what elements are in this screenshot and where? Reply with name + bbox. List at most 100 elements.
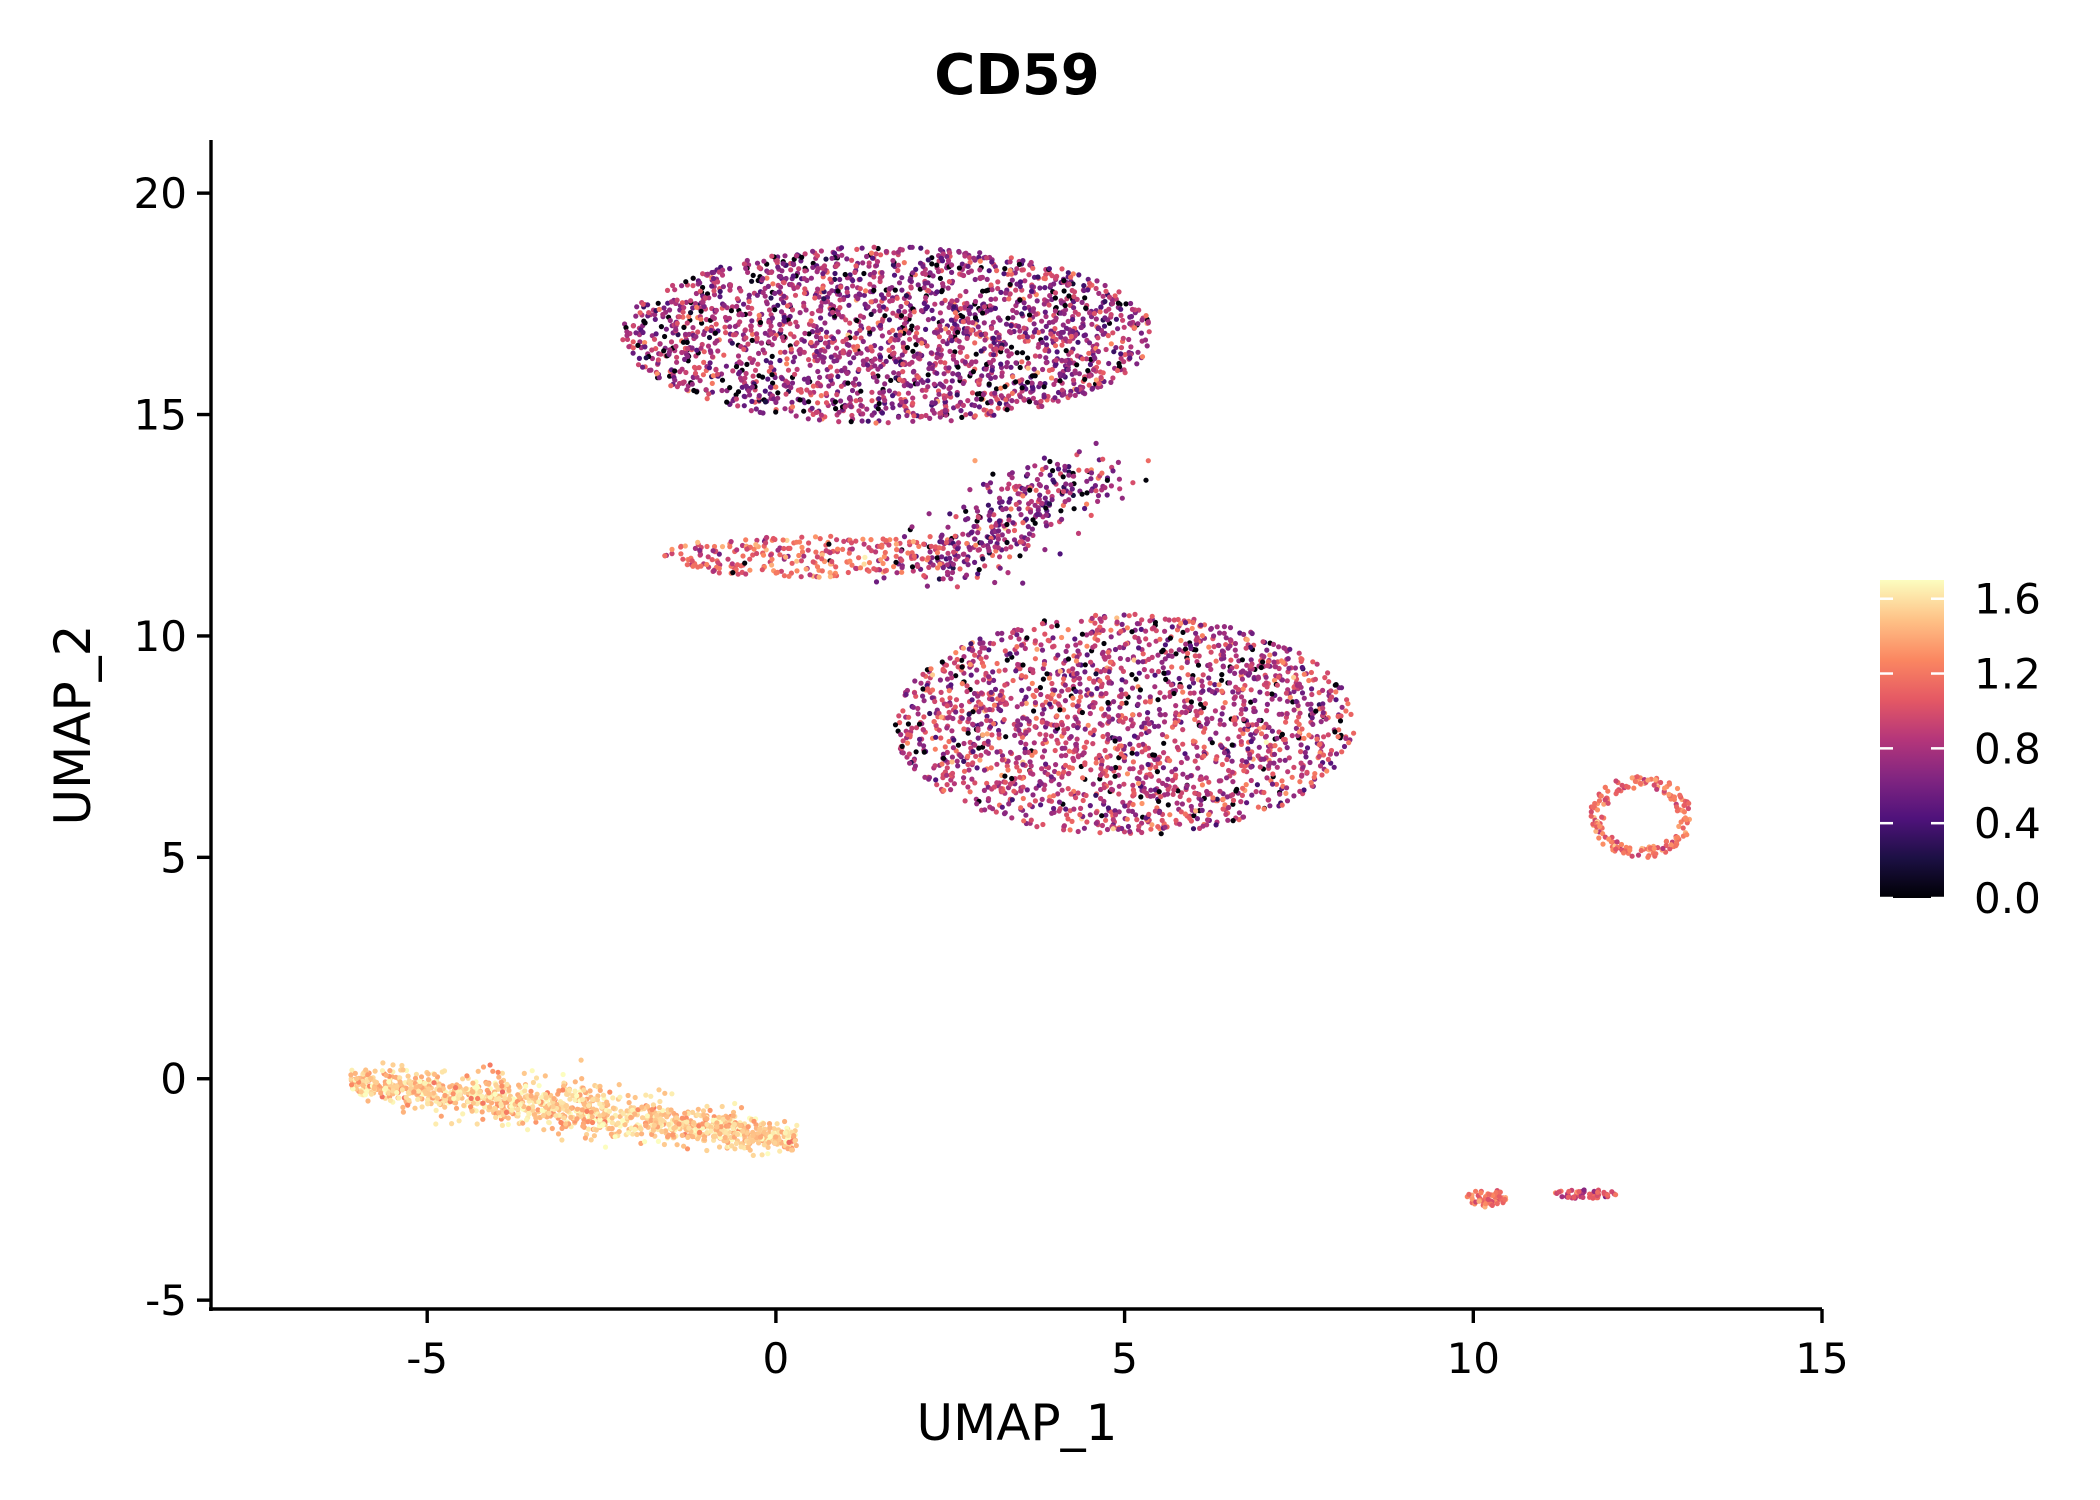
cell-point bbox=[1178, 684, 1184, 690]
cell-point bbox=[836, 409, 842, 415]
cell-point bbox=[1003, 734, 1009, 740]
cell-point bbox=[1104, 826, 1111, 833]
cell-point bbox=[953, 697, 960, 703]
cell-point bbox=[939, 318, 945, 324]
cell-point bbox=[833, 263, 839, 269]
cell-point bbox=[1030, 385, 1036, 391]
cell-point bbox=[1077, 681, 1083, 687]
cell-point bbox=[694, 389, 700, 395]
cell-point bbox=[1044, 720, 1050, 726]
cell-point bbox=[1247, 751, 1253, 758]
cell-point bbox=[844, 256, 850, 262]
cell-point bbox=[961, 768, 968, 774]
cell-point bbox=[700, 299, 706, 305]
cell-point bbox=[882, 381, 888, 387]
cell-point bbox=[1007, 554, 1013, 560]
cell-point bbox=[1146, 329, 1152, 335]
cell-point bbox=[1199, 633, 1205, 639]
cell-point bbox=[768, 364, 774, 370]
cell-point bbox=[663, 326, 670, 332]
cell-point bbox=[915, 355, 922, 361]
cell-point bbox=[987, 360, 993, 366]
cell-point bbox=[910, 418, 916, 424]
cell-point bbox=[1019, 267, 1025, 273]
cell-point bbox=[916, 721, 923, 727]
cell-point bbox=[955, 372, 961, 378]
cell-point bbox=[815, 328, 821, 334]
cell-point bbox=[908, 383, 914, 389]
cell-point bbox=[1014, 350, 1020, 356]
cell-point bbox=[873, 251, 879, 257]
cell-point bbox=[1117, 486, 1123, 492]
cell-point bbox=[646, 310, 652, 316]
cell-point bbox=[1075, 790, 1081, 796]
cell-point bbox=[1241, 631, 1247, 638]
cell-point bbox=[1132, 634, 1138, 640]
cell-point bbox=[1192, 653, 1198, 659]
cell-point bbox=[1220, 796, 1226, 802]
cell-point bbox=[815, 380, 821, 386]
cell-point bbox=[1155, 652, 1161, 658]
cell-point bbox=[1239, 657, 1245, 663]
cell-point bbox=[1016, 261, 1023, 267]
cell-point bbox=[841, 538, 847, 545]
cell-point bbox=[824, 329, 830, 335]
cell-point bbox=[813, 549, 819, 555]
cell-point bbox=[1044, 671, 1050, 677]
cell-point bbox=[831, 358, 837, 364]
cell-point bbox=[1091, 679, 1097, 685]
cell-point bbox=[995, 536, 1002, 542]
cell-point bbox=[857, 397, 864, 403]
cell-point bbox=[1106, 294, 1113, 300]
cell-point bbox=[1000, 697, 1006, 703]
cell-point bbox=[1138, 731, 1144, 737]
cell-point bbox=[1114, 619, 1120, 625]
cell-point bbox=[816, 574, 822, 580]
cell-point bbox=[1019, 701, 1025, 707]
cell-point bbox=[988, 296, 994, 302]
cell-point bbox=[882, 568, 888, 574]
cell-point bbox=[1067, 827, 1073, 833]
cell-point bbox=[1160, 665, 1166, 671]
cell-point bbox=[1086, 340, 1093, 346]
cell-point bbox=[794, 323, 800, 329]
cell-point bbox=[1209, 715, 1215, 722]
cell-point bbox=[684, 339, 690, 345]
cell-point bbox=[998, 289, 1004, 295]
cell-point bbox=[1020, 520, 1026, 526]
cell-point bbox=[620, 337, 626, 343]
cell-point bbox=[1255, 804, 1261, 810]
cell-point bbox=[1180, 689, 1186, 695]
cell-point bbox=[1007, 259, 1013, 265]
cell-point bbox=[943, 378, 949, 384]
cell-point bbox=[1135, 659, 1141, 665]
cell-point bbox=[947, 555, 953, 561]
cell-point bbox=[1043, 732, 1049, 738]
cell-point bbox=[1188, 773, 1194, 779]
cell-point bbox=[635, 342, 641, 348]
cell-point bbox=[1270, 641, 1277, 648]
cell-point bbox=[1082, 744, 1088, 751]
cell-point bbox=[775, 264, 781, 270]
cell-point bbox=[900, 361, 906, 367]
cell-point bbox=[1119, 700, 1125, 707]
cell-point bbox=[1095, 493, 1102, 499]
cell-point bbox=[1009, 815, 1015, 821]
cell-point bbox=[833, 564, 839, 570]
cell-point bbox=[749, 384, 756, 390]
cell-point bbox=[910, 400, 916, 406]
cell-point bbox=[1174, 800, 1180, 806]
cell-point bbox=[1083, 356, 1090, 362]
cell-point bbox=[787, 545, 793, 552]
cell-point bbox=[846, 342, 852, 348]
cell-point bbox=[782, 253, 788, 259]
cell-point bbox=[959, 715, 965, 721]
cell-point bbox=[643, 355, 649, 361]
cell-point bbox=[1256, 744, 1262, 750]
cell-point bbox=[693, 334, 699, 340]
cell-point bbox=[1084, 501, 1090, 507]
cell-point bbox=[761, 258, 767, 264]
cell-point bbox=[940, 565, 946, 571]
cell-point bbox=[708, 327, 714, 334]
cell-point bbox=[922, 280, 928, 286]
